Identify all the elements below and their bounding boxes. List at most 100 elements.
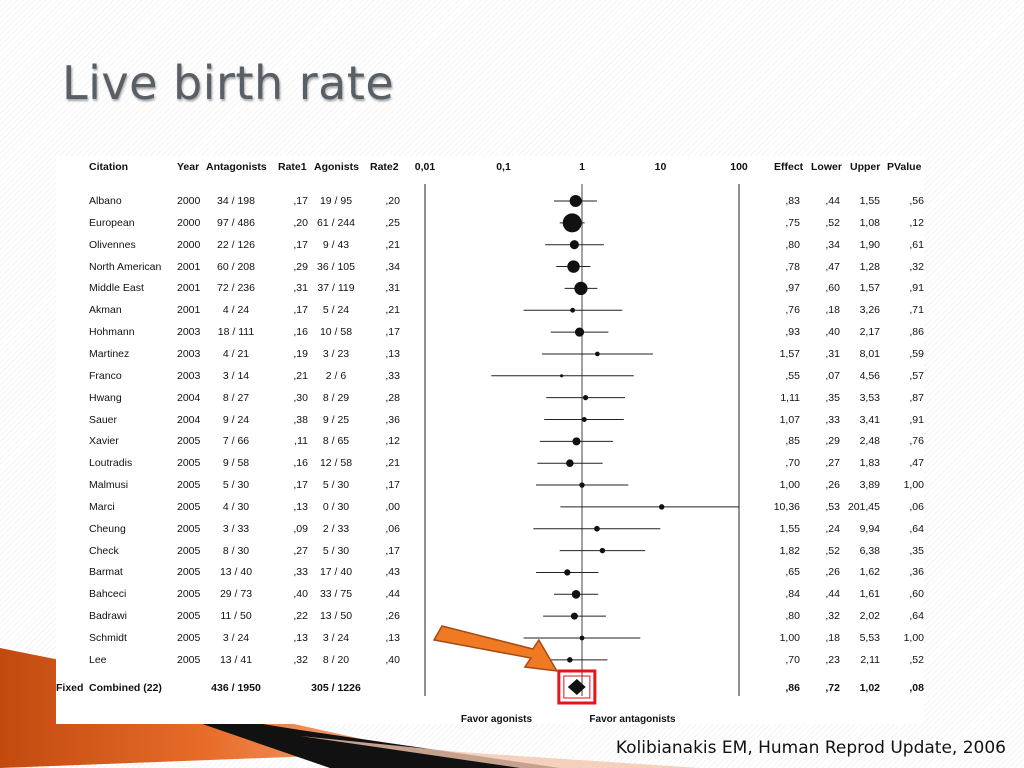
cell-citation: Franco [89,369,122,382]
cell-upper: 9,94 [859,522,880,535]
effect-point-check [599,547,606,554]
header-rate2: Rate2 [370,161,399,173]
forest-plot: 0,01 0,1 1 10 100 Favor agonists Favor antagon… [415,161,748,724]
cell-rate1: ,31 [293,282,308,295]
cell-lower: ,35 [825,391,840,404]
cell-citation: Barmat [89,566,123,579]
cell-lower: ,34 [825,238,840,251]
cell-rate1: ,21 [293,369,308,382]
cell-agonists: 9 / 25 [322,413,350,426]
cell-effect: ,78 [785,260,800,273]
cell-pvalue: 1,00 [903,479,924,492]
cell-lower: ,23 [825,653,840,666]
highlight-arrow [432,625,559,672]
cell-rate2: ,06 [385,522,400,535]
cell-lower: ,44 [825,588,840,601]
cell-antagonists: 13 / 40 [219,566,253,579]
cell-rate1: ,17 [293,238,308,251]
cell-citation: Lee [89,653,107,666]
cell-agonists: 33 / 75 [319,588,353,601]
slide-title: Live birth rate [62,56,395,110]
cell-lower: ,52 [825,544,840,557]
favor-agonists-label: Favor agonists [461,714,533,724]
cell-citation: Badrawi [89,610,127,623]
cell-upper: 1,90 [859,238,880,251]
cell-effect: ,70 [785,653,800,666]
header-effect: Effect [774,161,804,173]
effect-point-marci [658,504,665,510]
cell-citation: Hohmann [89,326,135,339]
cell-rate1: ,33 [293,566,308,579]
cell-antagonists: 29 / 73 [219,588,253,601]
cell-antagonists: 4 / 24 [222,304,250,317]
cell-lower: ,60 [825,282,840,295]
combined-upper: 1,02 [859,682,880,694]
cell-antagonists: 34 / 198 [217,195,255,207]
cell-pvalue: 1,00 [903,632,924,644]
cell-citation: Sauer [89,413,118,426]
cell-citation: Olivennes [89,238,136,251]
cell-rate1: ,27 [293,544,308,557]
cell-rate2: ,21 [385,304,400,317]
cell-effect: ,76 [785,304,800,317]
cell-pvalue: ,57 [909,369,924,382]
cell-effect: 1,00 [779,479,800,492]
cell-effect: 1,57 [779,347,800,360]
cell-pvalue: ,76 [909,435,924,448]
cell-lower: ,53 [825,500,840,513]
cell-pvalue: ,71 [909,304,924,317]
cell-rate1: ,09 [293,522,308,535]
cell-effect: 1,11 [780,391,800,404]
cell-year: 2005 [177,544,201,557]
cell-year: 2005 [177,500,201,513]
effect-point-hohmann [574,327,585,337]
cell-citation: Albano [89,195,122,207]
header-pvalue: PValue [887,161,922,173]
cell-rate2: ,00 [385,500,400,513]
cell-rate1: ,16 [293,457,308,470]
cell-year: 2004 [177,391,201,404]
cell-antagonists: 13 / 41 [219,653,253,666]
cell-pvalue: ,56 [909,195,924,207]
cell-rate1: ,32 [293,653,308,666]
effect-point-loutradis [566,459,574,467]
combined-agonists: 305 / 1226 [311,682,361,694]
cell-upper: 3,89 [859,479,880,492]
cell-antagonists: 72 / 236 [217,282,255,295]
combined-antagonists: 436 / 1950 [211,682,261,694]
effect-point-franco [560,374,564,378]
cell-lower: ,26 [825,479,840,492]
combined-lower: ,72 [825,682,840,694]
cell-agonists: 2 / 6 [325,369,347,382]
cell-pvalue: ,87 [909,391,924,404]
cell-antagonists: 60 / 208 [217,260,255,273]
effect-point-martinez [595,351,600,357]
cell-agonists: 13 / 50 [319,610,353,623]
cell-year: 2005 [177,653,201,666]
cell-year: 2003 [177,369,201,382]
cell-pvalue: ,64 [909,522,924,535]
cell-agonists: 3 / 23 [322,347,350,360]
cell-rate2: ,33 [385,369,400,382]
effect-point-barmat [564,569,571,576]
cell-pvalue: ,52 [909,653,924,666]
cell-agonists: 8 / 65 [322,435,350,448]
cell-rate2: ,17 [385,326,400,339]
cell-rate1: ,19 [293,347,308,360]
cell-rate2: ,12 [385,435,400,448]
cell-lower: ,33 [825,413,840,426]
cell-year: 2005 [177,435,201,448]
cell-upper: 5,53 [859,632,880,644]
cell-rate1: ,16 [293,326,308,339]
cell-agonists: 5 / 30 [322,544,350,557]
cell-effect: 10,36 [773,500,800,513]
cell-agonists: 36 / 105 [317,260,355,273]
cell-antagonists: 5 / 30 [222,479,250,492]
cell-lower: ,18 [825,632,840,644]
cell-antagonists: 8 / 30 [222,544,250,557]
cell-upper: 201,45 [847,500,880,513]
cell-rate2: ,28 [385,391,400,404]
cell-year: 2004 [177,413,201,426]
cell-citation: Hwang [89,391,122,404]
cell-lower: ,26 [825,566,840,579]
